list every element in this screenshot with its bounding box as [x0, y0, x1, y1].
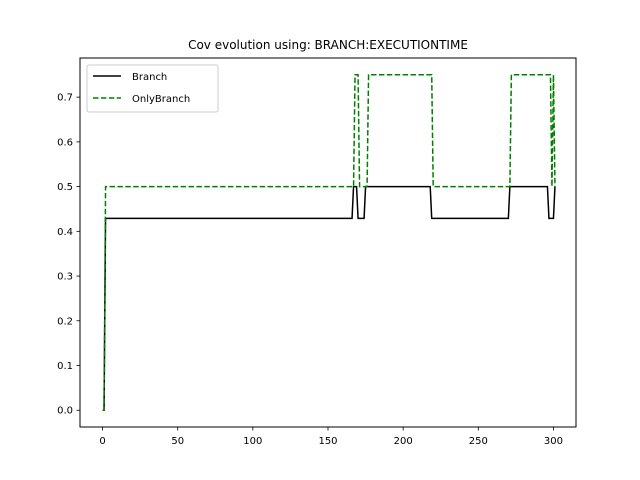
series-line-onlybranch: [102, 74, 556, 411]
legend-label-onlybranch: OnlyBranch: [132, 94, 190, 105]
y-tick-label: 0.5: [57, 182, 73, 193]
plot-area: [102, 74, 556, 411]
x-axis: 0 50 100 150 200 250 300: [99, 427, 563, 447]
x-tick-label: 100: [243, 436, 262, 447]
x-tick-label: 200: [394, 436, 413, 447]
x-tick-label: 0: [99, 436, 105, 447]
legend: Branch OnlyBranch: [86, 64, 219, 113]
x-tick-label: 300: [544, 436, 563, 447]
y-tick-label: 0.1: [57, 361, 73, 372]
y-tick-label: 0.2: [57, 316, 73, 327]
chart-title: Cov evolution using: BRANCH:EXECUTIONTIM…: [188, 38, 468, 52]
y-tick-label: 0.3: [57, 272, 73, 283]
y-tick-label: 0.0: [57, 406, 73, 417]
y-tick-label: 0.7: [57, 93, 73, 104]
y-tick-label: 0.4: [57, 227, 73, 238]
x-tick-label: 150: [318, 436, 337, 447]
legend-label-branch: Branch: [132, 72, 167, 83]
x-tick-label: 250: [469, 436, 488, 447]
x-tick-label: 50: [171, 436, 184, 447]
y-axis: 0.0 0.1 0.2 0.3 0.4 0.5 0.6 0.7: [57, 93, 80, 417]
y-tick-label: 0.6: [57, 137, 73, 148]
